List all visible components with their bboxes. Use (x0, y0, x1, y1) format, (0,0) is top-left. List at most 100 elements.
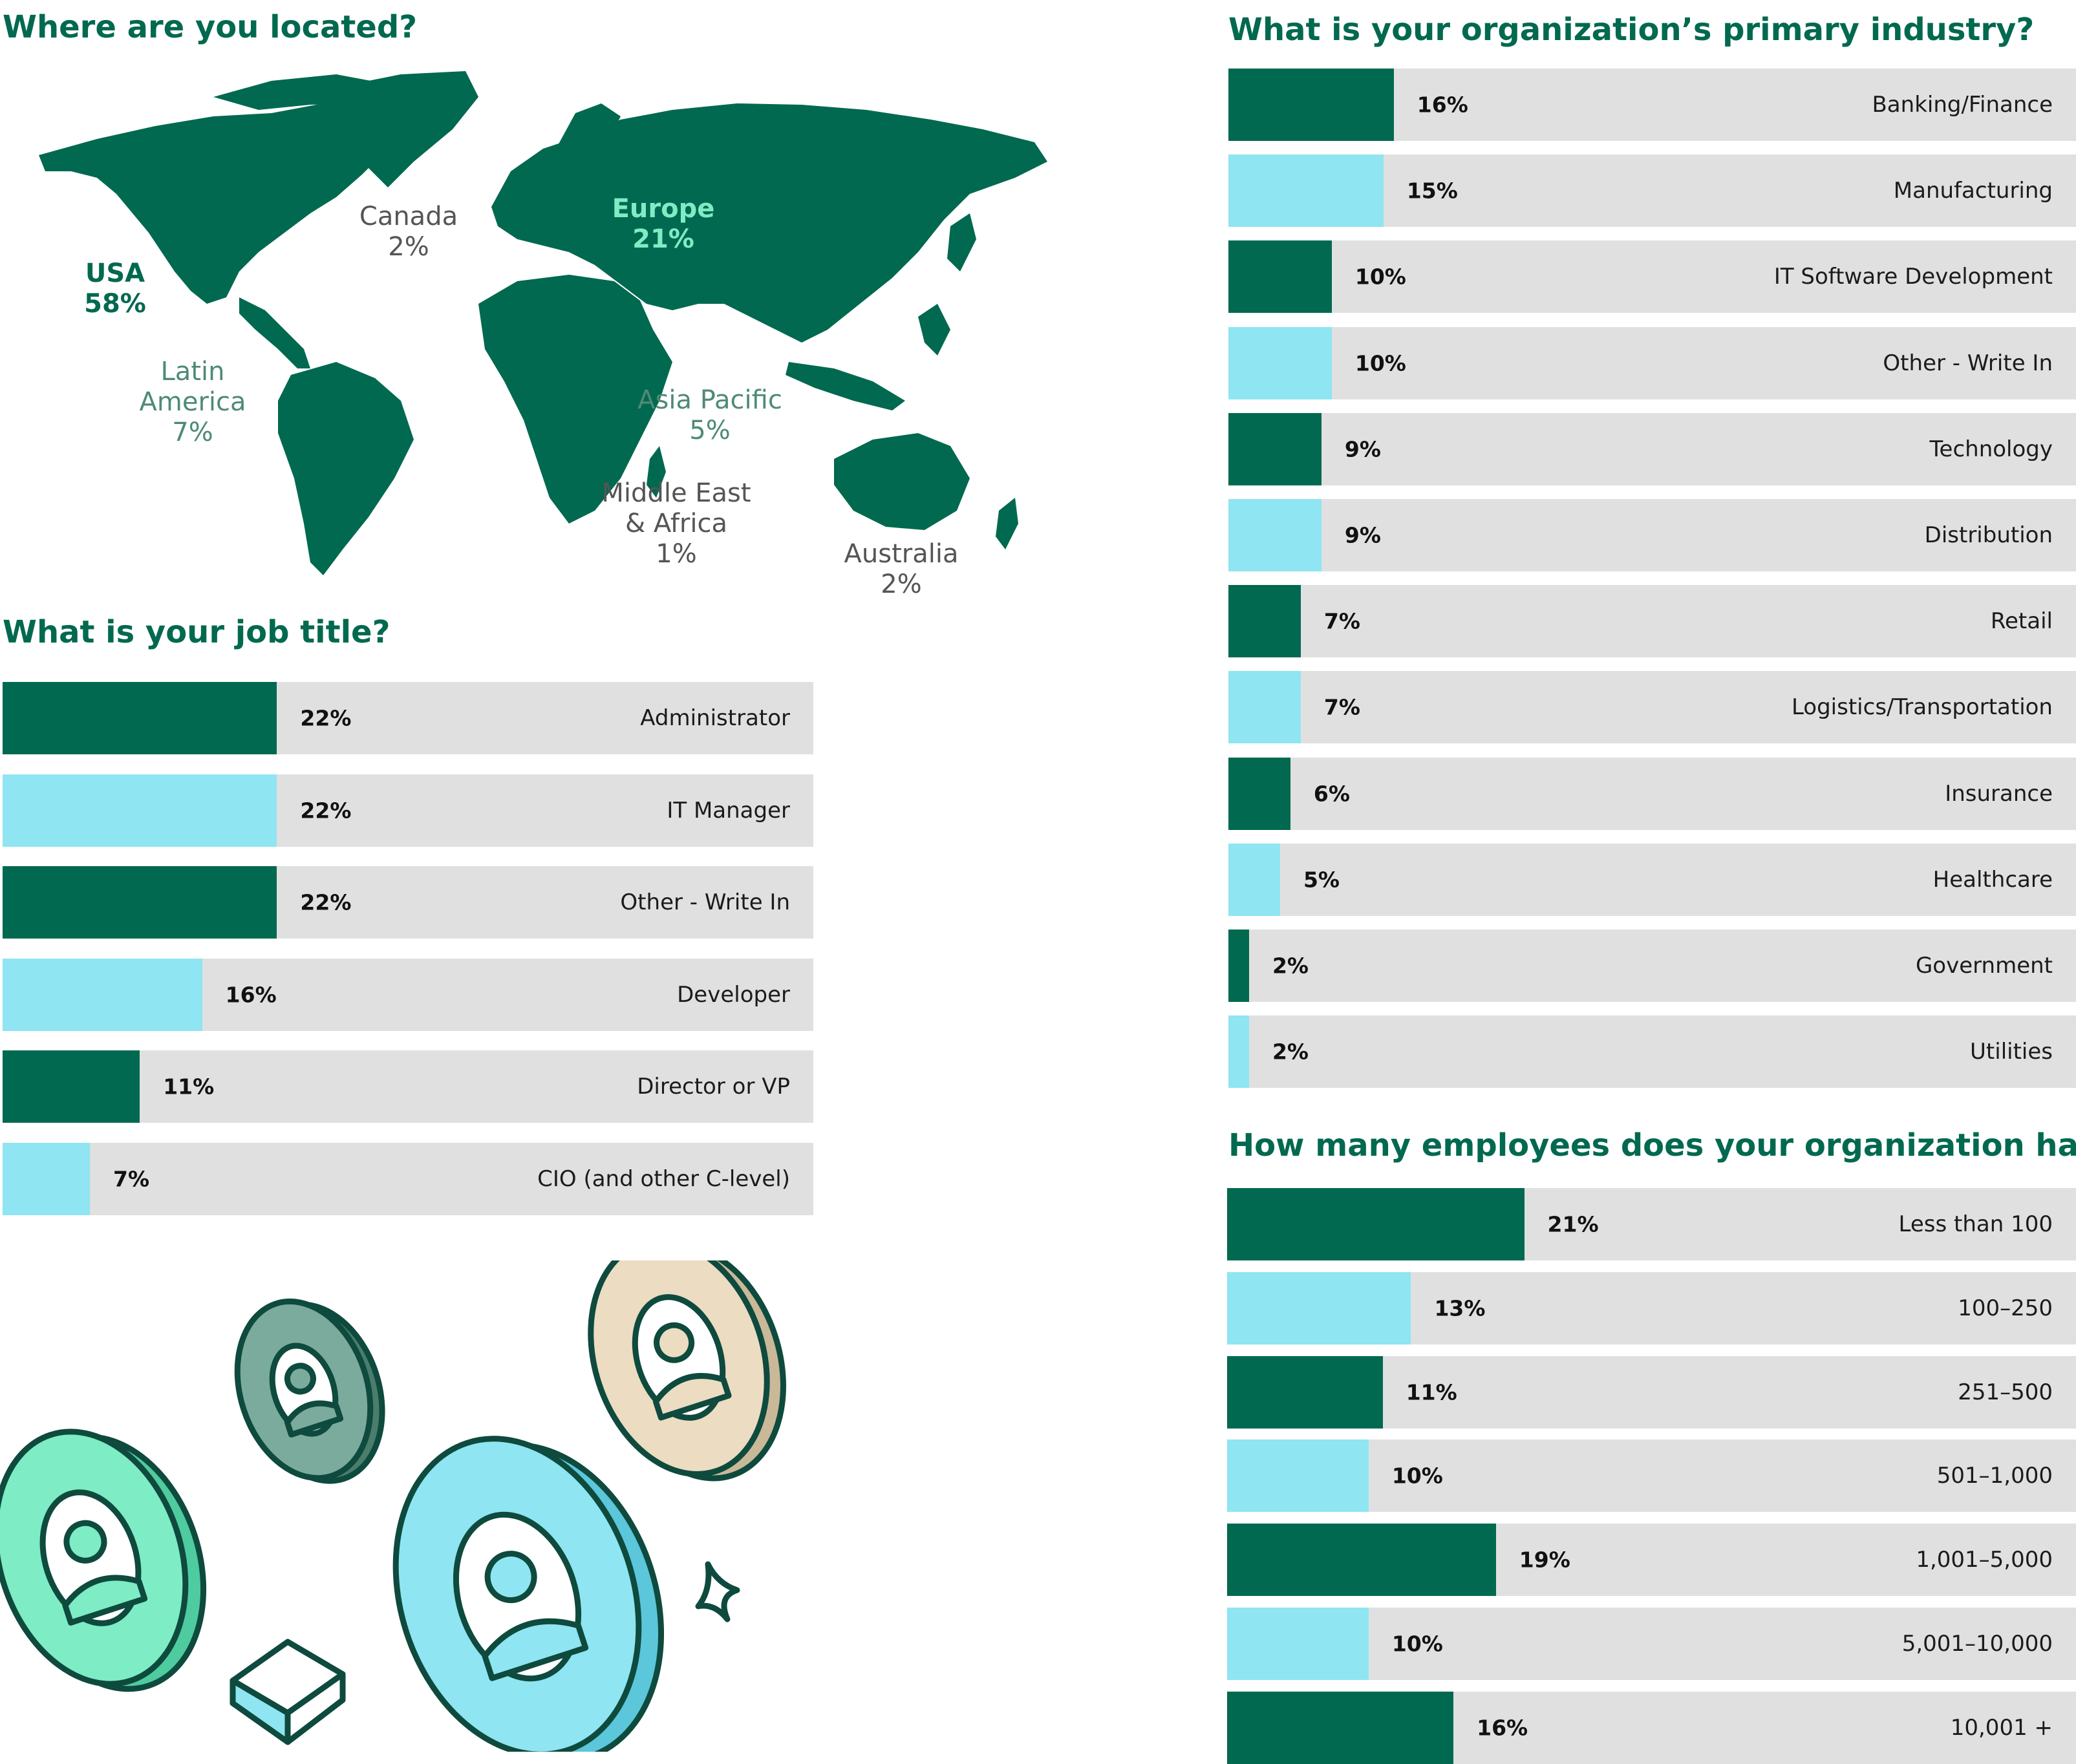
bar-fill (3, 866, 277, 939)
bar-value-label: 16% (1417, 92, 1468, 118)
bar-row: 2% Government (1228, 930, 2076, 1002)
bar-category-label: Less than 100 (1898, 1211, 2053, 1237)
bar-value-label: 2% (1272, 953, 1309, 979)
region-name: Europe (612, 194, 715, 224)
region-value: 58% (84, 289, 146, 319)
bar-value-label: 10% (1354, 264, 1406, 290)
bar-fill (1228, 69, 1394, 141)
bar-fill (1227, 1271, 1411, 1344)
map-label-canada: Canada 2% (359, 202, 458, 262)
map-label-usa: USA 58% (84, 259, 146, 319)
bar-value-label: 2% (1272, 1039, 1309, 1065)
industry-chart: 16% Banking/Finance 15% Manufacturing 10% IT … (1228, 69, 2076, 1091)
bar-row: 11% 251–500 (1227, 1355, 2076, 1429)
bar-fill (3, 774, 277, 847)
region-name: Asia Pacific (637, 385, 782, 415)
bar-category-label: CIO (and other C-level) (537, 1166, 790, 1192)
bar-value-label: 9% (1344, 436, 1381, 462)
bar-value-label: 11% (1406, 1379, 1457, 1405)
industry-heading: What is your organization’s primary indu… (1228, 12, 2035, 48)
bar-row: 6% Insurance (1228, 757, 2076, 830)
bar-row: 22% Other - Write In (3, 866, 813, 939)
bar-category-label: 251–500 (1958, 1379, 2053, 1405)
map-label-latin-america: Latin America 7% (122, 357, 264, 449)
bar-fill (1228, 585, 1301, 658)
bar-value-label: 7% (113, 1166, 150, 1192)
bar-category-label: Other - Write In (1883, 350, 2053, 376)
bar-fill (1228, 671, 1301, 744)
bar-category-label: Manufacturing (1893, 178, 2053, 204)
bar-category-label: Insurance (1945, 780, 2053, 807)
bar-fill (1228, 154, 1384, 228)
bar-row: 7% CIO (and other C-level) (3, 1143, 813, 1215)
job-title-chart: 22% Administrator 22% IT Manager 22% Other - … (3, 682, 813, 1215)
bar-value-label: 6% (1313, 781, 1350, 807)
bar-row: 22% Administrator (3, 682, 813, 754)
bar-value-label: 10% (1391, 1463, 1443, 1489)
region-name: USA (85, 259, 145, 288)
bar-category-label: IT Manager (667, 797, 790, 824)
bar-row: 19% 1,001–5,000 (1227, 1524, 2076, 1597)
bar-value-label: 22% (300, 798, 352, 824)
bar-fill (1227, 1355, 1383, 1429)
bar-category-label: Administrator (640, 705, 790, 731)
bar-row: 9% Technology (1228, 412, 2076, 485)
region-value: 2% (388, 232, 429, 262)
bar-category-label: Healthcare (1932, 866, 2053, 893)
region-value: 2% (881, 569, 922, 600)
bar-row: 16% Banking/Finance (1228, 69, 2076, 141)
bar-fill (1228, 499, 1322, 571)
bar-fill (1227, 1188, 1525, 1260)
bar-value-label: 22% (300, 889, 352, 915)
bar-row: 11% Director or VP (3, 1050, 813, 1123)
map-label-europe: Europe 21% (612, 194, 715, 255)
bar-value-label: 22% (300, 705, 352, 731)
bar-fill (3, 958, 202, 1031)
bar-fill (1228, 843, 1280, 916)
bar-row: 9% Distribution (1228, 499, 2076, 571)
bar-value-label: 16% (225, 982, 277, 1008)
bar-row: 5% Healthcare (1228, 843, 2076, 916)
user-tokens-illustration (0, 1260, 786, 1752)
bar-value-label: 16% (1477, 1715, 1528, 1741)
bar-row: 21% Less than 100 (1227, 1188, 2076, 1260)
user-token-icon (588, 1260, 786, 1482)
bar-row: 2% Utilities (1228, 1015, 2076, 1089)
bar-category-label: Developer (677, 981, 790, 1008)
employees-chart: 21% Less than 100 13% 100–250 11% 251–500 10% 5… (1227, 1188, 2076, 1764)
bar-fill (1227, 1440, 1369, 1513)
bar-category-label: IT Software Development (1773, 264, 2053, 290)
bar-fill (1227, 1691, 1454, 1764)
bar-category-label: Director or VP (637, 1074, 790, 1100)
bar-row: 15% Manufacturing (1228, 154, 2076, 228)
region-value: 7% (172, 418, 213, 448)
bar-value-label: 7% (1323, 694, 1360, 720)
bar-row: 16% Developer (3, 958, 813, 1031)
region-value: 21% (632, 224, 694, 255)
bar-category-label: Government (1915, 953, 2053, 979)
bar-row: 22% IT Manager (3, 774, 813, 847)
bar-fill (1228, 240, 1332, 313)
bar-fill (1228, 930, 1249, 1002)
world-map (39, 71, 1047, 575)
bar-fill (1227, 1524, 1496, 1597)
user-token-icon (234, 1298, 385, 1484)
bar-category-label: 501–1,000 (1936, 1463, 2053, 1489)
bar-category-label: Other - Write In (620, 889, 790, 916)
bar-row: 7% Logistics/Transportation (1228, 671, 2076, 744)
bar-value-label: 13% (1434, 1295, 1486, 1321)
bar-fill (1227, 1608, 1369, 1680)
bar-value-label: 15% (1406, 178, 1458, 204)
bar-category-label: 10,001 + (1950, 1714, 2053, 1741)
bar-category-label: Logistics/Transportation (1791, 694, 2053, 721)
bar-fill (1228, 757, 1290, 830)
sparkle-icon (695, 1561, 740, 1622)
bar-value-label: 10% (1354, 350, 1406, 376)
bar-fill (1228, 326, 1332, 399)
bar-row: 10% IT Software Development (1228, 240, 2076, 313)
bar-category-label: 1,001–5,000 (1916, 1547, 2053, 1573)
region-value: 1% (656, 539, 697, 569)
map-label-middle-east-africa: Middle East & Africa 1% (592, 478, 760, 570)
location-heading: Where are you located? (3, 9, 418, 45)
bar-fill (3, 1050, 140, 1123)
